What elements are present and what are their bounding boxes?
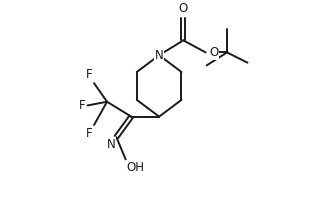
- Text: O: O: [179, 2, 188, 15]
- Text: F: F: [86, 68, 92, 81]
- Text: F: F: [79, 99, 86, 112]
- Text: N: N: [107, 138, 115, 151]
- Text: F: F: [86, 127, 92, 140]
- Text: OH: OH: [127, 161, 145, 174]
- Text: N: N: [155, 49, 164, 62]
- Text: O: O: [209, 46, 218, 59]
